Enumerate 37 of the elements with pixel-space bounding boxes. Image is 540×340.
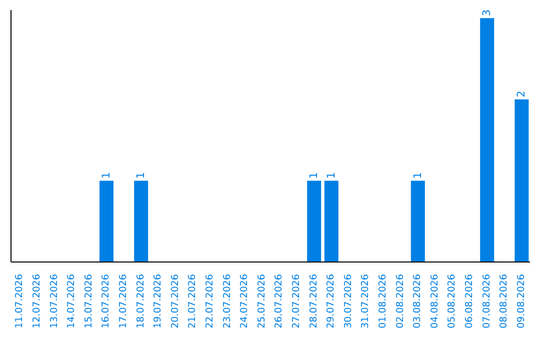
x-tick-label: 08.08.2026 <box>498 274 510 328</box>
x-tick-label: 09.08.2026 <box>516 274 527 328</box>
x-tick-label: 29.07.2026 <box>326 274 337 328</box>
x-tick-label: 05.08.2026 <box>446 274 458 328</box>
data-label: 3 <box>481 9 494 16</box>
x-tick-label: 25.07.2026 <box>256 274 268 328</box>
x-tick-label: 15.07.2026 <box>83 274 94 328</box>
data-label: 1 <box>100 172 112 179</box>
x-tick-label: 27.07.2026 <box>290 274 302 328</box>
x-tick-label: 13.07.2026 <box>48 274 60 328</box>
x-tick-label: 24.07.2026 <box>239 274 250 328</box>
x-tick-label: 17.07.2026 <box>118 274 129 328</box>
x-tick-label: 02.08.2026 <box>394 274 406 328</box>
x-tick-label: 28.07.2026 <box>308 274 320 328</box>
x-tick-label: 26.07.2026 <box>274 274 285 328</box>
x-tick-label: 01.08.2026 <box>377 274 388 328</box>
data-label: 2 <box>516 90 528 98</box>
x-tick-label: 21.07.2026 <box>187 274 198 328</box>
x-tick-label: 22.07.2026 <box>204 274 216 328</box>
x-tick-label: 12.07.2026 <box>31 274 42 328</box>
x-tick-label: 30.07.2026 <box>342 274 354 328</box>
data-label: 1 <box>308 172 320 179</box>
x-tick-label: 11.07.2026 <box>14 274 26 328</box>
x-tick-label: 14.07.2026 <box>66 274 78 328</box>
data-label: 1 <box>325 172 338 179</box>
x-tick-label: 16.07.2026 <box>100 274 112 328</box>
x-tick-label: 23.07.2026 <box>222 274 233 328</box>
x-tick-label: 31.07.2026 <box>360 274 372 328</box>
data-label: 1 <box>412 172 424 179</box>
x-tick-label: 20.07.2026 <box>170 274 181 328</box>
x-tick-label: 18.07.2026 <box>135 274 146 328</box>
data-label: 1 <box>135 172 148 179</box>
x-tick-label: 06.08.2026 <box>464 274 475 328</box>
x-tick-label: 03.08.2026 <box>412 274 424 328</box>
x-tick-label: 04.08.2026 <box>429 274 440 328</box>
x-tick-label: 19.07.2026 <box>152 274 164 328</box>
x-tick-label: 07.08.2026 <box>481 274 492 328</box>
